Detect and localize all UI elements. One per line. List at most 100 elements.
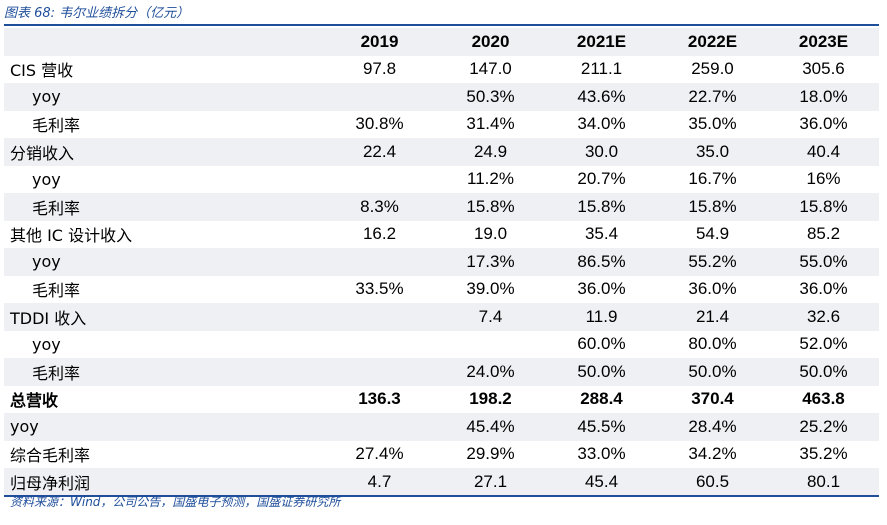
table-row: 归母净利润 4.7 27.1 45.4 60.5 80.1	[4, 468, 879, 496]
value-cell: 60.0%	[577, 334, 626, 354]
value-cell: 19.0	[473, 224, 508, 244]
value-cell: 35.0	[657, 138, 768, 166]
source-note: 资料来源：Wind，公司公告，国盛电子预测，国盛证券研究所	[10, 495, 341, 509]
value-cell: 54.9	[695, 224, 730, 244]
row-label: yoy	[32, 334, 61, 354]
financials-table: 2019 2020 2021E 2022E 2023E CIS 营收 97.8 14…	[4, 28, 879, 496]
value-cell: 45.4	[546, 468, 657, 496]
row-label: CIS 营收	[10, 61, 74, 81]
value-cell: 45.4%	[435, 413, 546, 441]
value-cell: 31.4%	[466, 114, 515, 134]
table-row: CIS 营收 97.8 147.0 211.1 259.0 305.6	[4, 56, 879, 84]
value-cell: 8.3%	[324, 193, 435, 221]
value-cell: 80.0%	[688, 334, 737, 354]
table-row: 毛利率 33.5% 39.0% 36.0% 36.0% 36.0%	[4, 276, 879, 304]
value-cell: 35.4	[584, 224, 619, 244]
table-row: 其他 IC 设计收入 16.2 19.0 35.4 54.9 85.2	[4, 221, 879, 249]
value-cell: 21.4	[657, 303, 768, 331]
figure-caption: 图表 68: 韦尔业绩拆分（亿元）	[4, 6, 190, 21]
value-cell: 25.2%	[768, 413, 879, 441]
value-cell: 22.7%	[657, 83, 768, 111]
value-cell: 15.8%	[768, 193, 879, 221]
table-row: 毛利率 8.3% 15.8% 15.8% 15.8% 15.8%	[4, 193, 879, 221]
value-cell: 40.4	[768, 138, 879, 166]
table-row: yoy 50.3% 43.6% 22.7% 18.0%	[4, 83, 879, 111]
top-rule	[4, 24, 879, 26]
value-cell: 35.2%	[799, 444, 848, 464]
value-cell: 52.0%	[799, 334, 848, 354]
value-cell: 97.8	[362, 59, 397, 79]
header-cell	[4, 28, 324, 56]
value-cell: 15.8%	[657, 193, 768, 221]
value-cell: 24.9	[435, 138, 546, 166]
value-cell: 11.2%	[467, 169, 514, 189]
table-row: yoy 45.4% 45.5% 28.4% 25.2%	[4, 413, 879, 441]
value-cell: 24.0%	[435, 358, 546, 386]
row-label: 总营收	[10, 391, 59, 411]
row-label: yoy	[4, 248, 324, 276]
value-cell: 36.0%	[799, 279, 848, 299]
value-cell: 27.1	[435, 468, 546, 496]
value-cell: 16.2	[362, 224, 397, 244]
row-label: 其他 IC 设计收入	[10, 226, 133, 246]
value-cell: 15.8%	[546, 193, 657, 221]
header-cell: 2020	[435, 28, 546, 56]
value-cell: 29.9%	[466, 444, 515, 464]
row-label: 分销收入	[4, 138, 324, 166]
value-cell: 27.4%	[355, 444, 404, 464]
row-label: 毛利率	[32, 281, 81, 301]
value-cell: 33.5%	[355, 279, 404, 299]
value-cell: 33.0%	[577, 444, 626, 464]
table-row: 综合毛利率 27.4% 29.9% 33.0% 34.2% 35.2%	[4, 441, 879, 469]
value-cell	[324, 331, 435, 359]
value-cell: 32.6	[768, 303, 879, 331]
header-cell: 2019	[324, 28, 435, 56]
value-cell	[324, 358, 435, 386]
value-cell: 60.5	[657, 468, 768, 496]
table-row: 总营收 136.3 198.2 288.4 370.4 463.8	[4, 386, 879, 414]
value-cell: 11.9	[546, 303, 657, 331]
value-cell: 55.0%	[768, 248, 879, 276]
value-cell	[324, 166, 435, 194]
value-cell: 36.0%	[577, 279, 626, 299]
value-cell: 198.2	[469, 389, 512, 409]
value-cell: 85.2	[806, 224, 841, 244]
value-cell: 39.0%	[466, 279, 515, 299]
value-cell: 86.5%	[546, 248, 657, 276]
value-cell: 16.7%	[688, 169, 737, 189]
value-cell: 463.8	[802, 389, 845, 409]
value-cell: 7.4	[435, 303, 546, 331]
value-cell: 34.0%	[577, 114, 626, 134]
value-cell	[435, 331, 546, 359]
value-cell: 50.0%	[546, 358, 657, 386]
table-row: 毛利率 30.8% 31.4% 34.0% 35.0% 36.0%	[4, 111, 879, 139]
value-cell	[324, 303, 435, 331]
table-row: 分销收入 22.4 24.9 30.0 35.0 40.4	[4, 138, 879, 166]
table-row: yoy 11.2% 20.7% 16.7% 16%	[4, 166, 879, 194]
bottom-rule	[4, 495, 879, 497]
value-cell: 30.0	[546, 138, 657, 166]
value-cell: 22.4	[324, 138, 435, 166]
value-cell: 370.4	[691, 389, 734, 409]
value-cell: 28.4%	[657, 413, 768, 441]
value-cell: 45.5%	[546, 413, 657, 441]
header-row: 2019 2020 2021E 2022E 2023E	[4, 28, 879, 56]
table-row: 毛利率 24.0% 50.0% 50.0% 50.0%	[4, 358, 879, 386]
value-cell: 147.0	[469, 59, 512, 79]
value-cell: 35.0%	[688, 114, 737, 134]
value-cell: 50.3%	[435, 83, 546, 111]
row-label: yoy	[4, 413, 324, 441]
value-cell: 18.0%	[768, 83, 879, 111]
value-cell	[324, 248, 435, 276]
value-cell: 36.0%	[688, 279, 737, 299]
table-row: yoy 17.3% 86.5% 55.2% 55.0%	[4, 248, 879, 276]
value-cell: 15.8%	[435, 193, 546, 221]
table-row: TDDI 收入 7.4 11.9 21.4 32.6	[4, 303, 879, 331]
value-cell: 34.2%	[688, 444, 737, 464]
value-cell: 16%	[806, 169, 841, 189]
value-cell: 50.0%	[768, 358, 879, 386]
table-row: yoy 60.0% 80.0% 52.0%	[4, 331, 879, 359]
value-cell: 4.7	[324, 468, 435, 496]
row-label: 毛利率	[32, 116, 81, 136]
